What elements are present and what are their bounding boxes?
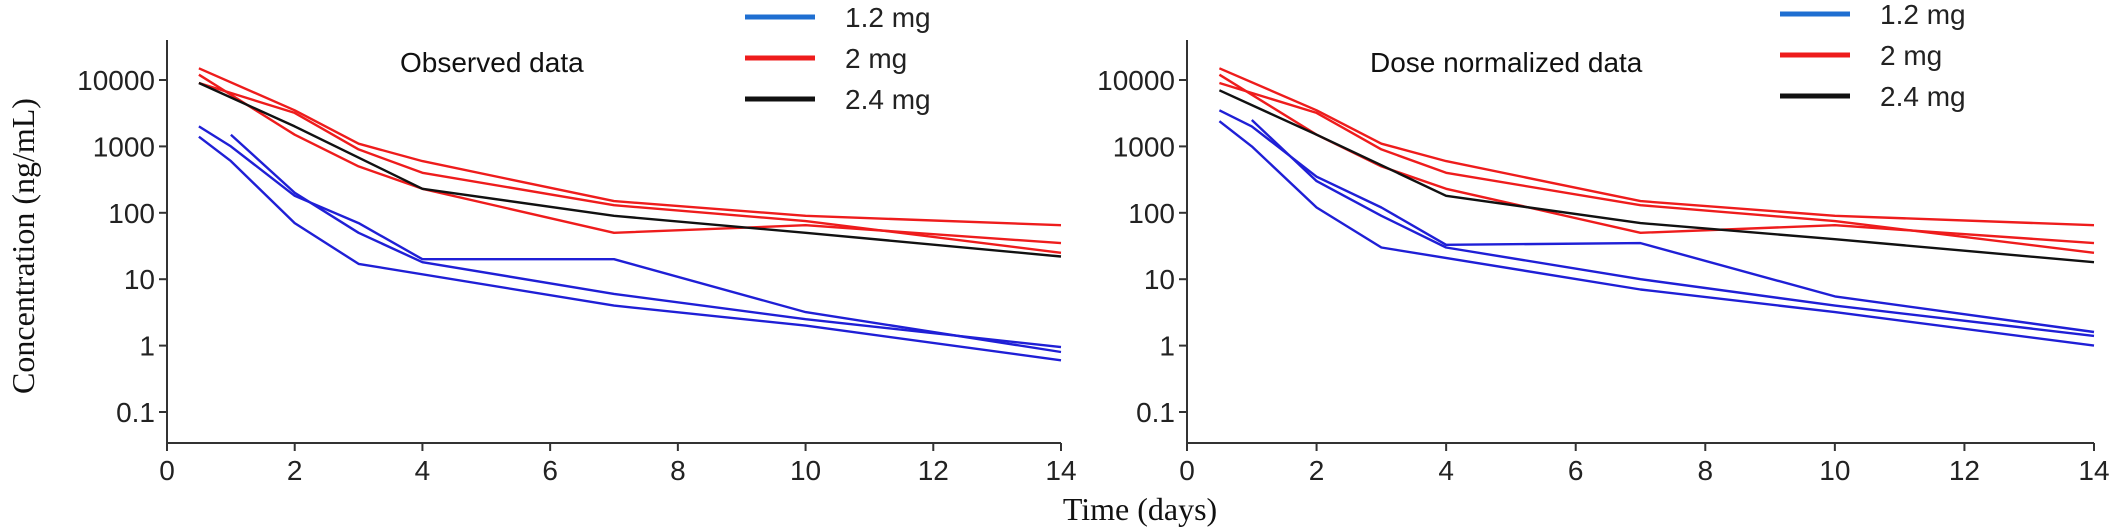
y-tick-label: 100: [108, 198, 155, 229]
legend-label: 2.4 mg: [845, 84, 931, 115]
legend-label: 2 mg: [1880, 40, 1942, 71]
x-tick-label: 10: [1819, 455, 1850, 486]
x-tick-label: 12: [918, 455, 949, 486]
y-axis-label: Concentration (ng/mL): [5, 98, 41, 394]
legend-label: 2 mg: [845, 43, 907, 74]
y-tick-label: 1: [1159, 331, 1175, 362]
y-tick-label: 1000: [1113, 131, 1175, 162]
x-tick-label: 14: [1045, 455, 1076, 486]
x-tick-label: 8: [1697, 455, 1713, 486]
chart-title: Dose normalized data: [1370, 47, 1643, 78]
y-tick-label: 10000: [1097, 65, 1175, 96]
series-line-1-2-mg: [198, 135, 1062, 362]
x-tick-label: 2: [287, 455, 303, 486]
series-line-1-2-mg: [230, 133, 1062, 349]
x-tick-label: 4: [415, 455, 431, 486]
series-line-1-2-mg: [198, 125, 1062, 354]
series-line-2-mg: [1218, 67, 2095, 227]
y-tick-label: 10: [124, 264, 155, 295]
chart-panel-observed: 0.1 1 10 100 1000 10000 0 2 4 6 8 10 12 14 Observed da…: [77, 2, 1076, 486]
y-tick-label: 1: [139, 331, 155, 362]
y-tick-label: 100: [1128, 198, 1175, 229]
x-axis-label: Time (days): [1063, 491, 1217, 527]
x-tick-label: 8: [670, 455, 686, 486]
y-tick-label: 10: [1144, 264, 1175, 295]
series-line-1-2-mg: [1218, 109, 2095, 334]
series-line-2-mg: [1219, 81, 2095, 254]
x-tick-label: 14: [2078, 455, 2109, 486]
series-line-2-4-mg: [1218, 89, 2095, 264]
legend-label: 1.2 mg: [845, 2, 931, 33]
x-tick-label: 0: [159, 455, 175, 486]
legend-label: 1.2 mg: [1880, 0, 1966, 30]
chart-panel-dose-normalized: 0.1 1 10 100 1000 10000 0 2 4 6 8 10 12 14 Dose normal…: [1097, 0, 2109, 486]
x-tick-label: 12: [1949, 455, 1980, 486]
series-line-1-2-mg: [1250, 119, 2095, 338]
x-tick-label: 6: [542, 455, 558, 486]
legend-label: 2.4 mg: [1880, 81, 1966, 112]
x-tick-label: 6: [1568, 455, 1584, 486]
x-tick-label: 0: [1179, 455, 1195, 486]
x-tick-label: 2: [1309, 455, 1325, 486]
y-tick-label: 0.1: [116, 397, 155, 428]
chart-title: Observed data: [400, 47, 584, 78]
series-line-2-mg: [198, 81, 1062, 254]
series-line-1-2-mg: [1218, 120, 2095, 347]
x-tick-label: 10: [790, 455, 821, 486]
y-tick-label: 10000: [77, 65, 155, 96]
y-tick-label: 1000: [93, 131, 155, 162]
series-line-2-mg: [198, 67, 1062, 227]
x-tick-label: 4: [1438, 455, 1454, 486]
y-tick-label: 0.1: [1136, 397, 1175, 428]
series-line-2-4-mg: [198, 81, 1062, 258]
